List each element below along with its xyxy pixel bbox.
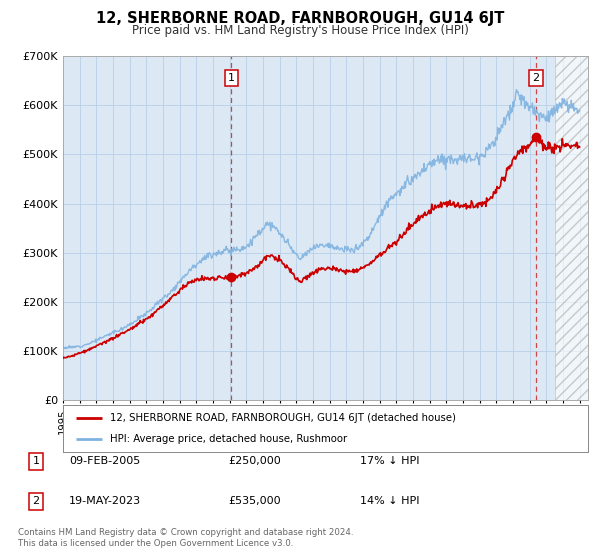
Text: 1: 1 [228, 73, 235, 83]
Text: 14% ↓ HPI: 14% ↓ HPI [360, 496, 419, 506]
Text: 12, SHERBORNE ROAD, FARNBOROUGH, GU14 6JT: 12, SHERBORNE ROAD, FARNBOROUGH, GU14 6J… [96, 11, 504, 26]
Text: 12, SHERBORNE ROAD, FARNBOROUGH, GU14 6JT (detached house): 12, SHERBORNE ROAD, FARNBOROUGH, GU14 6J… [110, 413, 456, 423]
Text: £250,000: £250,000 [228, 456, 281, 466]
Text: £535,000: £535,000 [228, 496, 281, 506]
Bar [554, 56, 588, 400]
Text: HPI: Average price, detached house, Rushmoor: HPI: Average price, detached house, Rush… [110, 435, 347, 445]
Text: 1: 1 [32, 456, 40, 466]
Text: Price paid vs. HM Land Registry's House Price Index (HPI): Price paid vs. HM Land Registry's House … [131, 24, 469, 36]
Text: 2: 2 [32, 496, 40, 506]
Text: 17% ↓ HPI: 17% ↓ HPI [360, 456, 419, 466]
Text: 19-MAY-2023: 19-MAY-2023 [69, 496, 141, 506]
Text: 09-FEB-2005: 09-FEB-2005 [69, 456, 140, 466]
Text: 2: 2 [532, 73, 539, 83]
Text: Contains HM Land Registry data © Crown copyright and database right 2024.
This d: Contains HM Land Registry data © Crown c… [18, 528, 353, 548]
